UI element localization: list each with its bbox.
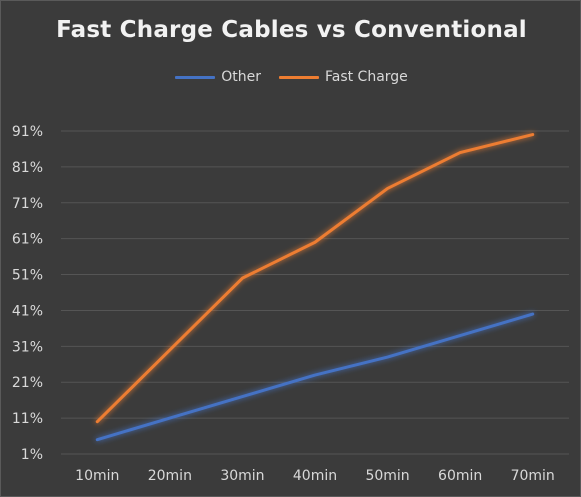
legend-swatch-fast-charge: [278, 75, 319, 79]
y-tick-label: 91%: [12, 124, 43, 140]
y-tick-label: 21%: [12, 375, 43, 391]
y-tick-label: 31%: [12, 339, 43, 355]
x-tick-label: 40min: [293, 468, 337, 484]
legend-label-other: Other: [221, 69, 261, 85]
x-tick-label: 20min: [148, 468, 192, 484]
x-tick-label: 60min: [438, 468, 482, 484]
chart-title: Fast Charge Cables vs Conventional: [56, 17, 527, 43]
y-tick-label: 1%: [21, 447, 43, 463]
chart-legend: Other Fast Charge: [1, 69, 581, 85]
y-tick-label: 71%: [12, 196, 43, 212]
legend-swatch-other: [175, 75, 216, 79]
series-line-other: [95, 312, 535, 442]
legend-item-other: Other: [175, 69, 261, 85]
series-line-fast-charge: [95, 133, 535, 424]
legend-item-fast-charge: Fast Charge: [278, 69, 408, 85]
y-tick-label: 81%: [12, 160, 43, 176]
y-tick-label: 51%: [12, 268, 43, 284]
y-tick-label: 11%: [12, 411, 43, 427]
y-tick-label: 61%: [12, 232, 43, 248]
x-tick-label: 10min: [75, 468, 119, 484]
x-tick-label: 70min: [511, 468, 555, 484]
y-tick-label: 41%: [12, 303, 43, 319]
x-tick-label: 30min: [220, 468, 264, 484]
x-tick-label: 50min: [365, 468, 409, 484]
legend-label-fast-charge: Fast Charge: [324, 69, 408, 85]
